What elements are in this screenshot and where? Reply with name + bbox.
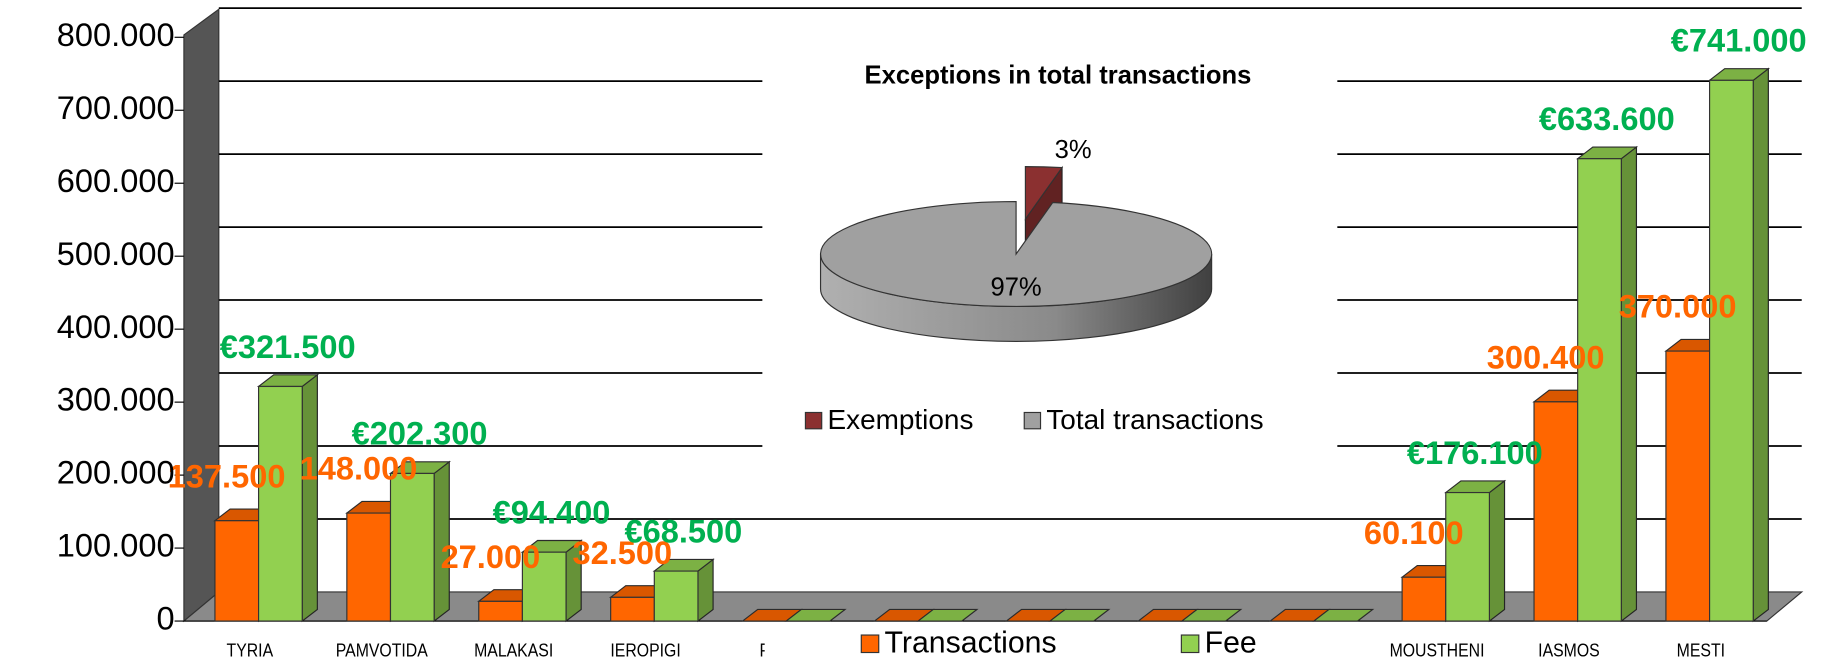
data-label: 137.500 <box>168 457 286 494</box>
pie-title: Exceptions in total transactions <box>865 62 1252 90</box>
pie-label: 97% <box>990 274 1041 302</box>
data-label: €68.500 <box>625 512 743 549</box>
x-tick-label: IEROPIGI <box>610 639 680 661</box>
bar-side <box>1620 145 1638 623</box>
y-tick-label: 300.000 <box>57 381 175 418</box>
data-label: €321.500 <box>220 328 356 365</box>
data-label: 32.500 <box>572 534 672 571</box>
data-label: €94.400 <box>493 493 611 530</box>
legend-swatch <box>804 411 823 430</box>
bar <box>784 608 847 622</box>
bar <box>520 539 583 623</box>
bar-side <box>301 373 318 623</box>
bar-front <box>653 570 699 622</box>
bar-top <box>916 608 979 622</box>
bar-front <box>257 385 303 622</box>
bar <box>256 373 320 623</box>
bar-top <box>1312 608 1375 622</box>
x-tick-label: IASMOS <box>1538 639 1600 661</box>
bar-front <box>214 520 260 622</box>
bar-front <box>478 600 523 622</box>
bar-front <box>610 596 655 622</box>
bar <box>1180 608 1243 622</box>
slice-top <box>1024 166 1064 221</box>
y-tick-label: 400.000 <box>57 308 175 345</box>
bar-front <box>1708 79 1754 622</box>
bar-top <box>1048 608 1111 622</box>
legend-label: Total transactions <box>1046 404 1263 435</box>
data-label: €741.000 <box>1671 22 1807 59</box>
bar <box>1312 608 1375 622</box>
data-label: 60.100 <box>1364 514 1464 551</box>
y-tick-label: 100.000 <box>57 527 175 564</box>
bar-front <box>389 472 435 622</box>
bar <box>1707 67 1771 623</box>
y-tick-label: 700.000 <box>57 89 175 126</box>
bar-front <box>1445 491 1490 622</box>
x-tick-label: MOUSTHENI <box>1390 639 1485 661</box>
bar <box>477 588 540 623</box>
bar <box>1575 145 1639 623</box>
bar-top <box>784 608 847 622</box>
data-label: 27.000 <box>441 538 541 575</box>
data-label: 300.400 <box>1487 338 1605 375</box>
bar <box>916 608 979 622</box>
bar-front <box>1665 350 1711 622</box>
data-label: €633.600 <box>1539 100 1675 137</box>
bar-top <box>1180 608 1243 622</box>
bar-front <box>1533 401 1579 622</box>
data-label: 148.000 <box>300 450 418 487</box>
pie-slice <box>819 200 1213 342</box>
y-tick-label: 800.000 <box>57 16 175 53</box>
y-tick-label: 500.000 <box>57 235 175 272</box>
bar <box>388 460 451 623</box>
bar-front <box>346 512 392 622</box>
x-tick-label: MALAKASI <box>474 639 553 661</box>
y-tick-label: 0 <box>156 600 174 637</box>
bar-front <box>1401 576 1447 622</box>
y-tick-label: 600.000 <box>57 162 175 199</box>
bar <box>652 558 715 623</box>
bar <box>1444 479 1507 623</box>
pie-label: 3% <box>1055 136 1092 164</box>
bar-front <box>521 551 567 622</box>
legend-label: Transactions <box>885 626 1057 659</box>
legend-swatch <box>1023 411 1042 430</box>
bar-side <box>1752 67 1769 623</box>
bar-side <box>1488 479 1506 623</box>
bar-front <box>1577 158 1622 622</box>
x-tick-label: MESTI <box>1677 639 1725 661</box>
y-tick-label: 200.000 <box>57 454 175 491</box>
x-tick-label: PAMVOTIDA <box>336 639 428 661</box>
bar <box>1048 608 1111 622</box>
legend-swatch <box>860 634 880 654</box>
x-tick-label: TYRIA <box>227 639 274 661</box>
data-label: €176.100 <box>1407 434 1543 471</box>
legend-label: Fee <box>1205 626 1257 659</box>
slice-top <box>820 200 1213 308</box>
data-label: €202.300 <box>352 415 488 452</box>
legend-panel <box>764 626 1351 663</box>
legend-swatch <box>1180 634 1200 654</box>
data-label: 370.000 <box>1619 288 1737 325</box>
legend-label: Exemptions <box>828 404 974 435</box>
side-wall <box>183 8 220 623</box>
